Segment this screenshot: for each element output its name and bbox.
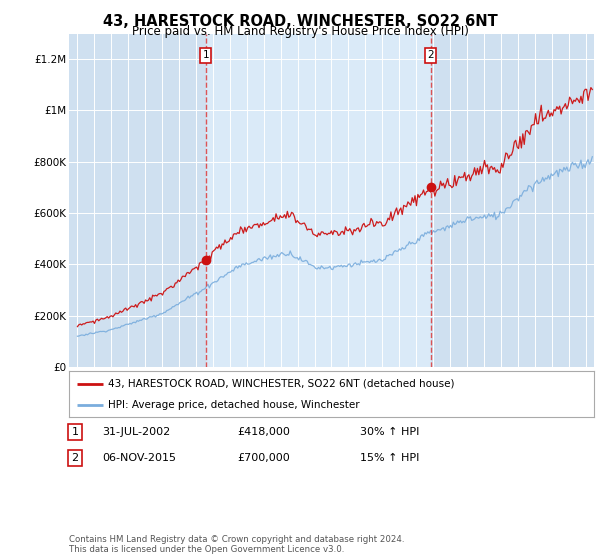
Bar bbox=[206, 34, 431, 367]
Text: 06-NOV-2015: 06-NOV-2015 bbox=[102, 453, 176, 463]
Text: £700,000: £700,000 bbox=[237, 453, 290, 463]
Text: 2: 2 bbox=[427, 50, 434, 60]
Text: 31-JUL-2002: 31-JUL-2002 bbox=[102, 427, 170, 437]
Text: 43, HARESTOCK ROAD, WINCHESTER, SO22 6NT: 43, HARESTOCK ROAD, WINCHESTER, SO22 6NT bbox=[103, 14, 497, 29]
Text: This data is licensed under the Open Government Licence v3.0.: This data is licensed under the Open Gov… bbox=[69, 545, 344, 554]
Text: HPI: Average price, detached house, Winchester: HPI: Average price, detached house, Winc… bbox=[109, 400, 360, 410]
Text: 1: 1 bbox=[71, 427, 79, 437]
Text: Price paid vs. HM Land Registry's House Price Index (HPI): Price paid vs. HM Land Registry's House … bbox=[131, 25, 469, 38]
Text: £418,000: £418,000 bbox=[237, 427, 290, 437]
Text: 15% ↑ HPI: 15% ↑ HPI bbox=[360, 453, 419, 463]
Text: 1: 1 bbox=[203, 50, 209, 60]
Text: 2: 2 bbox=[71, 453, 79, 463]
Text: 43, HARESTOCK ROAD, WINCHESTER, SO22 6NT (detached house): 43, HARESTOCK ROAD, WINCHESTER, SO22 6NT… bbox=[109, 379, 455, 389]
Text: 30% ↑ HPI: 30% ↑ HPI bbox=[360, 427, 419, 437]
Text: Contains HM Land Registry data © Crown copyright and database right 2024.: Contains HM Land Registry data © Crown c… bbox=[69, 535, 404, 544]
